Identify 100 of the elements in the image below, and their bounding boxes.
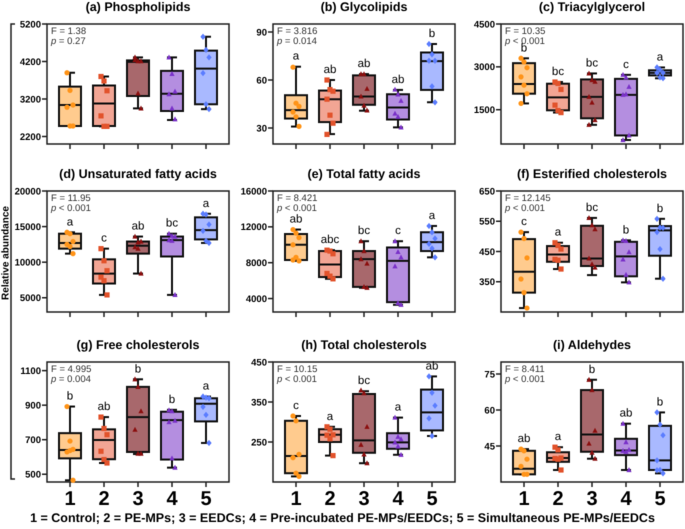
y-tick-label: 4000 [246, 294, 267, 305]
annotation: F = 12.145 [505, 193, 551, 204]
y-tick-label: 3000 [474, 62, 495, 74]
annotation: ab [620, 408, 632, 420]
y-tick-label: 1100 [20, 366, 41, 377]
chart-title: (h) Total cholesterols [301, 338, 427, 352]
y-tick-label: 60 [256, 75, 267, 86]
y-tick-label: 650 [479, 186, 495, 198]
chart-title: (a) Phospholipids [86, 0, 190, 14]
annotation: a [554, 431, 562, 444]
annotation: ab [98, 401, 110, 414]
annotation: F = 10.15 [277, 364, 318, 375]
y-tick-label: 2200 [20, 132, 41, 143]
x-tick-label: 4 [392, 488, 404, 510]
annotation: c [395, 225, 402, 238]
chart-title: (d) Unsaturated fatty acids [59, 167, 217, 181]
annotation: p = 0.014 [276, 36, 317, 47]
y-tick-label: 3200 [20, 94, 41, 106]
annotation: ab [518, 433, 530, 446]
annotation: a [554, 226, 562, 239]
annotation: bc [358, 225, 370, 238]
annotation: a [292, 50, 300, 63]
annotation: p < 0.001 [276, 203, 317, 214]
y-tick-label: 550 [479, 216, 495, 228]
y-tick-label: 4500 [474, 19, 495, 30]
annotation: a [394, 402, 402, 414]
x-tick-label: 4 [620, 488, 632, 510]
annotation: p < 0.001 [50, 203, 91, 214]
annotation: a [202, 198, 210, 210]
annotation: ab [392, 74, 404, 86]
annotation: a [202, 380, 210, 393]
y-tick-label: 20000 [14, 186, 41, 198]
x-tick-label: 2 [98, 488, 110, 510]
chart-title: (g) Free cholesterols [76, 338, 200, 352]
x-tick-label: 5 [200, 488, 212, 510]
y-tick-label: 450 [479, 246, 495, 258]
annotation: ab [358, 58, 370, 70]
x-tick-label: 3 [132, 488, 144, 510]
annotation: c [101, 232, 108, 245]
chart-title: (c) Triacylglycerol [538, 0, 646, 14]
annotation: b [134, 363, 142, 376]
x-tick-label: 1 [290, 488, 302, 510]
y-tick-label: 30 [256, 123, 267, 134]
annotation: bc [586, 57, 598, 70]
y-tick-label: 5200 [20, 19, 41, 30]
annotation: c [623, 58, 630, 71]
y-tick-label: 45 [484, 441, 496, 452]
x-tick-label: 1 [518, 488, 530, 510]
x-tick-label: 3 [586, 488, 598, 510]
annotation: p < 0.001 [276, 374, 317, 385]
annotation: F = 11.95 [51, 193, 91, 204]
y-tick-label: 350 [251, 397, 267, 408]
annotation: F = 8.421 [277, 193, 318, 204]
annotation: a [326, 410, 334, 423]
annotation: ab [426, 360, 438, 372]
y-tick-label: 60 [484, 405, 495, 416]
chart-title: (f) Esterified cholesterols [516, 167, 668, 181]
y-tick-label: 12000 [240, 222, 267, 234]
x-tick-label: 2 [552, 488, 564, 510]
y-tick-label: 900 [25, 400, 41, 412]
y-tick-label: 75 [484, 369, 496, 380]
y-tick-label: 700 [25, 435, 41, 446]
chart-title: (e) Total fatty acids [308, 167, 421, 181]
annotation: bc [166, 218, 178, 230]
annotation: a [66, 216, 74, 228]
annotation: F = 10.35 [505, 26, 546, 37]
annotation: p < 0.001 [504, 203, 545, 214]
text: 1 = Control; 2 = PE-MPs; 3 = EEDCs; 4 = Pre-incubated PE-MPs/EEDCs; 5 = Simultaneous PE-MPs/EEDCs [30, 511, 655, 525]
annotation: F = 8.411 [505, 364, 545, 375]
annotation: F = 4.995 [51, 364, 92, 375]
annotation: b [520, 42, 528, 54]
annotation: b [428, 28, 436, 40]
annotation: bc [552, 66, 564, 78]
annotation: b [622, 224, 630, 236]
y-tick-label: 250 [251, 437, 267, 448]
chart-title: (b) Glycolipids [320, 0, 408, 14]
y-tick-label: 15000 [14, 222, 41, 233]
annotation: p < 0.001 [504, 374, 545, 385]
y-tick-label: 450 [251, 357, 267, 368]
annotation: p = 0.004 [50, 374, 91, 385]
annotation: a [656, 51, 664, 64]
annotation: c [521, 216, 528, 228]
y-axis-title: Relative abundance [0, 206, 12, 300]
y-tick-label: 16000 [240, 186, 267, 198]
y-tick-label: 10000 [14, 258, 41, 268]
y-tick-label: 5000 [20, 293, 41, 304]
y-tick-label: 1500 [474, 105, 495, 116]
annotation: b [66, 390, 74, 403]
annotation: ab [132, 220, 144, 233]
annotation: a [428, 210, 436, 222]
y-tick-label: 350 [479, 277, 495, 288]
y-tick-label: 90 [256, 27, 267, 38]
annotation: abc [320, 234, 340, 246]
annotation: bc [358, 375, 370, 388]
annotation: b [588, 364, 596, 376]
x-tick-label: 3 [358, 488, 370, 510]
y-tick-label: 500 [25, 470, 41, 481]
annotation: ab [324, 64, 336, 76]
annotation: p = 0.27 [50, 36, 86, 47]
y-tick-label: 4200 [20, 56, 41, 68]
